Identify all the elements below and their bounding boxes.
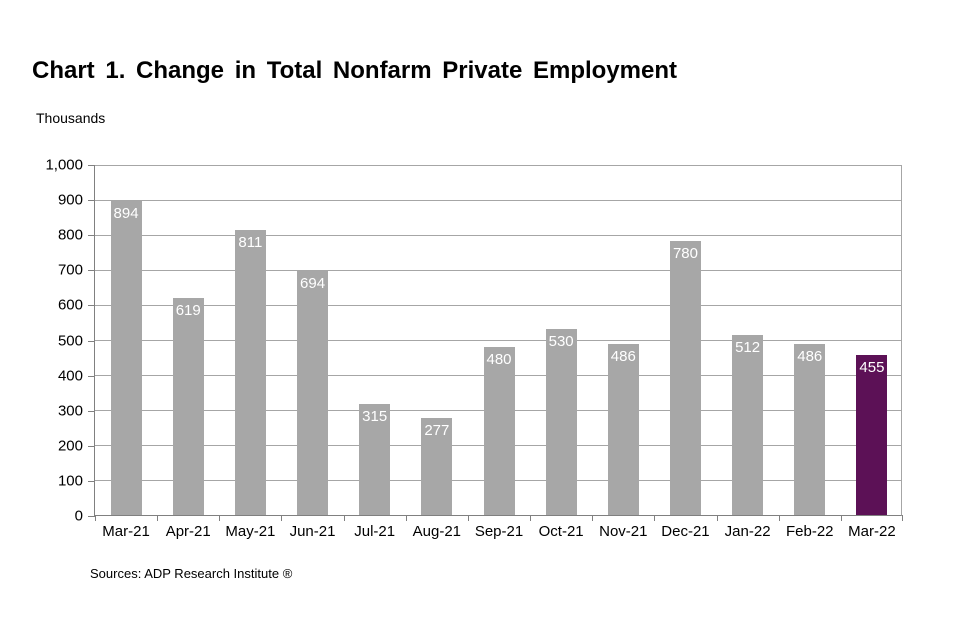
x-axis-label-may-21: May-21 [225, 523, 276, 540]
bar-value-label: 512 [735, 339, 761, 356]
y-axis-tick [88, 445, 95, 447]
gridline-700 [95, 269, 901, 271]
chart-title: Chart 1. Change in Total Nonfarm Private… [32, 57, 677, 84]
y-axis-tick-label: 100 [57, 472, 83, 490]
x-axis-tick [219, 515, 221, 521]
x-axis-tick [902, 515, 903, 521]
y-axis-tick-label: 200 [57, 437, 83, 455]
x-axis-label-jan-22: Jan-22 [724, 523, 771, 540]
x-axis-label-sep-21: Sep-21 [474, 523, 524, 540]
x-axis-tick [467, 515, 469, 521]
y-axis-tick-label: 500 [57, 332, 83, 349]
x-axis-tick [592, 515, 594, 521]
bar-nov-21: 486 [607, 344, 639, 515]
y-axis-tick-label: 700 [57, 261, 83, 279]
y-axis-tick [88, 200, 95, 202]
bar-aug-21: 277 [421, 418, 453, 515]
source-note: Sources: ADP Research Institute ® [90, 566, 293, 581]
gridline-800 [95, 234, 901, 236]
y-axis-tick [88, 375, 95, 377]
bar-value-label: 619 [175, 302, 201, 319]
x-axis-tick [530, 515, 532, 521]
y-axis-tick [88, 165, 95, 166]
y-axis-tick-label: 400 [57, 367, 83, 385]
x-axis-tick [157, 515, 159, 521]
x-axis-tick [281, 515, 283, 521]
x-axis-tick [840, 515, 842, 521]
y-axis-tick-label: 900 [57, 191, 83, 209]
bar-sep-21: 480 [483, 347, 515, 515]
bar-jul-21: 315 [359, 404, 391, 515]
x-axis-label-aug-21: Aug-21 [412, 523, 462, 540]
bar-value-label: 694 [300, 275, 326, 292]
x-axis-label-jun-21: Jun-21 [289, 523, 336, 540]
gridline-900 [95, 199, 901, 201]
x-axis-label-nov-21: Nov-21 [599, 523, 648, 540]
y-axis-tick-label: 300 [57, 402, 83, 420]
bar-value-label: 780 [672, 245, 698, 262]
bar-value-label: 480 [486, 351, 512, 368]
bar-dec-21: 780 [669, 241, 701, 515]
y-axis-tick [88, 480, 95, 482]
bar-value-label: 486 [610, 348, 636, 365]
x-axis-tick [95, 515, 96, 521]
plot-area: 0 100 200 300 400 500 600 700 800 900 1,000 894 619… [45, 157, 903, 540]
y-axis-tick [88, 340, 95, 342]
bar-value-label: 894 [113, 205, 139, 222]
y-axis-tick [88, 410, 95, 412]
x-axis-label-apr-21: Apr-21 [165, 523, 211, 540]
bar-value-label: 455 [859, 359, 885, 376]
gridline-500 [95, 340, 901, 341]
y-axis-tick-label: 0 [74, 507, 83, 525]
bar-mar-21: 894 [110, 201, 142, 515]
y-axis-tick [88, 516, 95, 517]
gridline-600 [95, 304, 901, 306]
bar-value-label: 315 [362, 408, 388, 425]
bar-value-label: 486 [797, 348, 823, 365]
x-axis-label-mar-22: Mar-22 [848, 523, 896, 540]
bar-value-label: 530 [548, 333, 574, 350]
y-axis-tick [88, 305, 95, 307]
x-axis-tick [654, 515, 656, 521]
x-axis-tick [343, 515, 345, 521]
bar-feb-22: 486 [794, 344, 826, 515]
bar-mar-22: 455 [856, 355, 888, 515]
bar-apr-21: 619 [172, 298, 204, 515]
y-axis-tick-label: 600 [57, 296, 83, 314]
x-axis-label-dec-21: Dec-21 [661, 523, 710, 540]
x-axis-label-jul-21: Jul-21 [354, 523, 396, 540]
bar-may-21: 811 [234, 230, 266, 515]
bar-value-label: 811 [238, 234, 263, 251]
y-axis-tick [88, 235, 95, 237]
x-axis-label-oct-21: Oct-21 [538, 523, 584, 540]
x-axis-label-mar-21: Mar-21 [102, 523, 150, 540]
bar-jun-21: 694 [297, 271, 329, 515]
bar-value-label: 277 [424, 422, 450, 439]
y-axis-tick-label: 1,000 [45, 156, 83, 174]
y-axis-tick [88, 270, 95, 272]
x-axis-tick [405, 515, 407, 521]
y-axis-tick-label: 800 [57, 226, 83, 244]
bar-jan-22: 512 [732, 335, 764, 515]
x-axis-tick [778, 515, 780, 521]
x-axis-tick [716, 515, 718, 521]
y-axis-unit-label: Thousands [36, 110, 106, 126]
bar-oct-21: 530 [545, 329, 577, 515]
x-axis-label-feb-22: Feb-22 [786, 523, 834, 540]
gridline-1000 [95, 165, 901, 166]
